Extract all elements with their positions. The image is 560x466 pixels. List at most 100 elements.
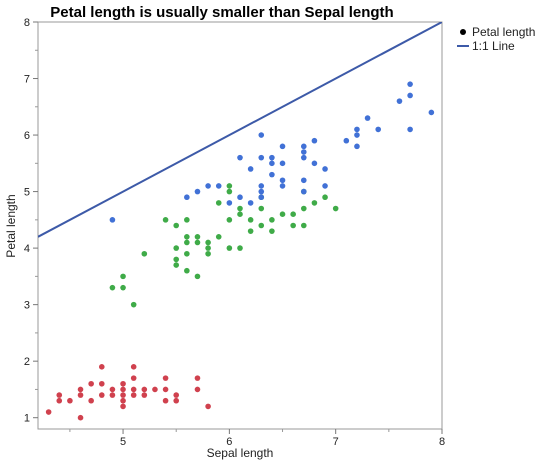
y-axis: 1 2 3 4 5 6 7 8	[24, 17, 38, 425]
data-point-green	[215, 234, 222, 240]
data-point-green	[258, 205, 265, 212]
data-point-blue	[269, 160, 275, 167]
y-tick-label: 3	[24, 300, 30, 312]
data-point-blue	[407, 126, 413, 133]
data-point-blue	[258, 183, 265, 189]
data-point-red	[173, 397, 180, 404]
data-point-green	[269, 228, 275, 234]
data-point-red	[194, 386, 201, 393]
data-point-blue	[269, 171, 275, 178]
data-point-green	[194, 239, 201, 246]
data-point-red	[130, 364, 137, 370]
data-point-green	[226, 245, 233, 251]
x-axis-label: Sepal length	[207, 446, 274, 460]
data-point-red	[77, 392, 84, 398]
data-point-green	[141, 250, 148, 257]
data-point-red	[98, 392, 105, 398]
y-tick-label: 2	[24, 356, 30, 368]
data-point-blue	[311, 160, 318, 167]
data-point-blue	[215, 183, 222, 189]
data-point-blue	[258, 194, 265, 201]
y-axis-label: Petal length	[4, 194, 18, 257]
data-point-green	[194, 273, 201, 280]
data-point-red	[162, 386, 169, 393]
legend: Petal length 1:1 Line	[457, 25, 535, 53]
y-tick-label: 1	[24, 413, 30, 425]
data-point-red	[120, 386, 126, 393]
data-point-blue	[364, 115, 371, 121]
data-point-red	[120, 380, 126, 387]
plot-frame	[37, 21, 443, 430]
data-point-blue	[407, 92, 413, 99]
x-tick-label: 7	[333, 436, 339, 448]
data-point-blue	[311, 137, 318, 144]
data-point-red	[98, 364, 105, 370]
x-axis: 5 6 7 8	[69, 429, 445, 448]
data-point-red	[56, 392, 63, 398]
data-point-green	[120, 284, 126, 291]
data-point-blue	[258, 132, 265, 138]
data-point-red	[45, 409, 52, 415]
data-point-red	[67, 397, 73, 404]
data-point-blue	[407, 81, 413, 87]
data-point-red	[109, 386, 116, 393]
legend-marker-petal-length	[460, 29, 466, 35]
data-point-blue	[279, 143, 286, 150]
data-point-green	[237, 205, 243, 212]
data-point-green	[247, 217, 254, 223]
data-point-green	[162, 217, 169, 223]
data-point-blue	[279, 183, 286, 189]
data-point-green	[290, 222, 296, 229]
data-point-green	[226, 188, 233, 195]
data-point-blue	[269, 154, 275, 161]
data-point-red	[130, 375, 137, 381]
data-point-red	[141, 392, 148, 398]
y-tick-label: 5	[24, 187, 30, 199]
x-tick-label: 6	[226, 436, 232, 448]
data-point-green	[332, 205, 339, 212]
data-point-blue	[300, 154, 307, 161]
data-point-red	[141, 386, 148, 393]
data-point-green	[173, 245, 180, 251]
y-tick-label: 7	[24, 74, 30, 86]
data-point-blue	[194, 188, 201, 195]
data-point-red	[152, 386, 158, 393]
data-point-blue	[322, 183, 328, 189]
data-point-green	[130, 301, 137, 308]
data-point-blue	[300, 149, 307, 155]
data-point-blue	[354, 132, 360, 138]
data-point-blue	[258, 154, 265, 161]
data-point-green	[184, 234, 190, 240]
plot-area	[37, 21, 443, 430]
data-point-blue	[109, 217, 116, 223]
data-point-green	[269, 217, 275, 223]
data-point-blue	[396, 98, 403, 104]
x-tick-label: 5	[120, 436, 126, 448]
data-point-green	[205, 239, 211, 246]
data-point-blue	[354, 143, 360, 150]
y-tick-label: 8	[24, 17, 30, 29]
data-point-blue	[258, 188, 265, 195]
data-point-green	[258, 222, 265, 229]
data-point-red	[120, 403, 126, 410]
data-point-green	[109, 284, 116, 291]
legend-label-petal-length: Petal length	[472, 25, 535, 39]
data-point-blue	[205, 183, 211, 189]
data-point-green	[226, 183, 233, 189]
data-point-red	[109, 392, 116, 398]
y-tick-label: 6	[24, 130, 30, 142]
data-point-green	[173, 262, 180, 268]
data-point-blue	[237, 194, 243, 201]
data-point-green	[300, 205, 307, 212]
data-point-green	[215, 200, 222, 206]
data-point-green	[184, 217, 190, 223]
data-point-blue	[226, 200, 233, 206]
data-point-blue	[375, 126, 382, 133]
data-point-red	[130, 386, 137, 393]
data-point-blue	[247, 200, 254, 206]
data-point-green	[120, 273, 126, 280]
data-point-red	[162, 397, 169, 404]
data-point-red	[194, 375, 201, 381]
data-point-red	[162, 375, 169, 381]
